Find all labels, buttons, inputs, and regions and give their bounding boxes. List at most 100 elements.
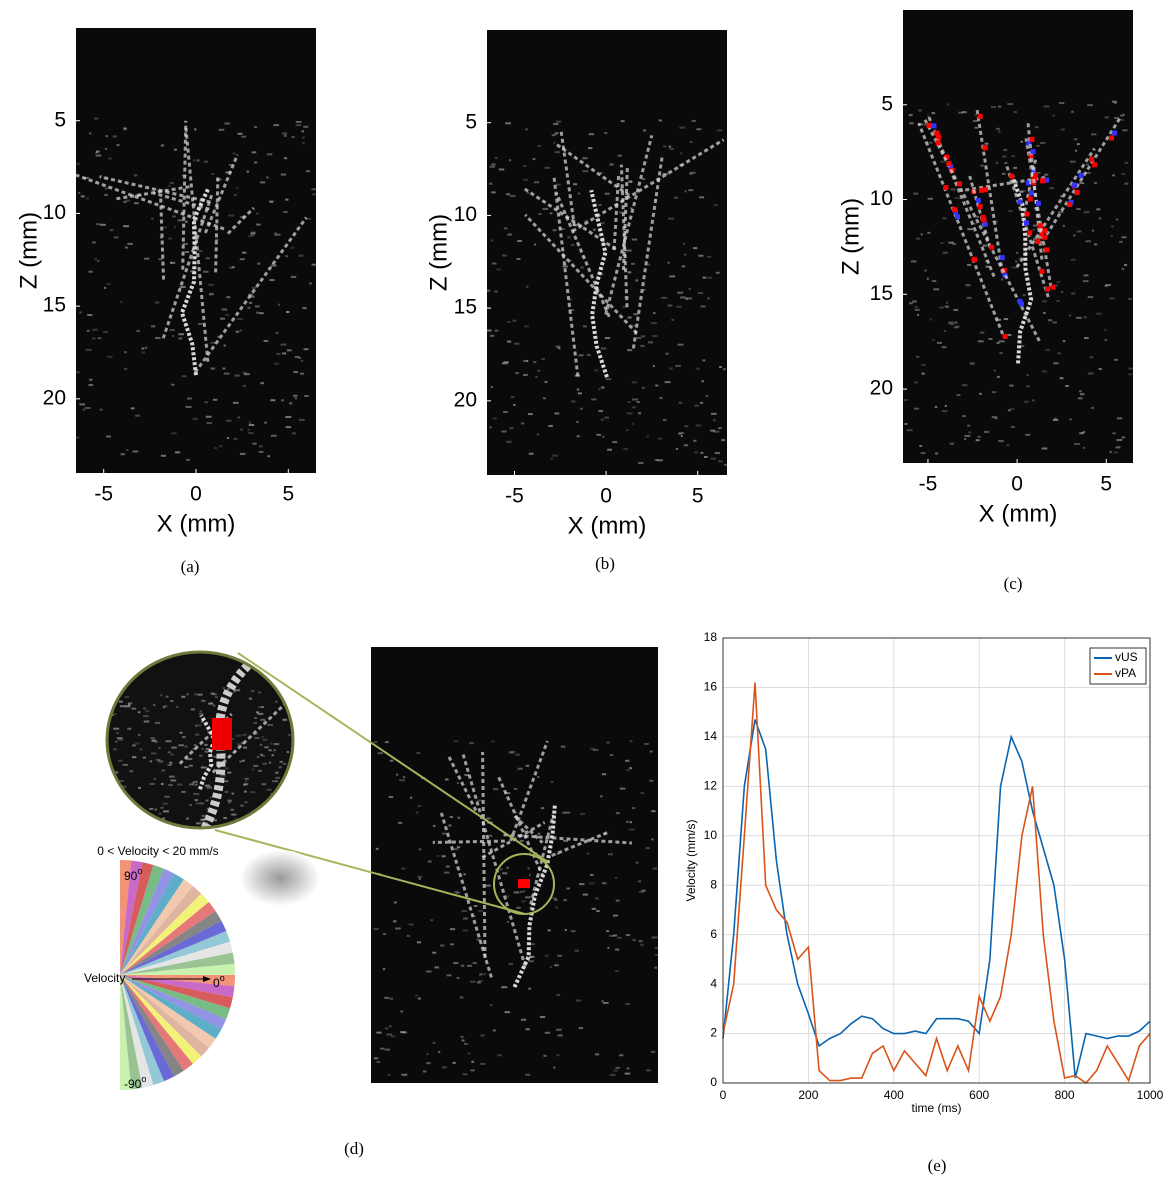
speckle — [999, 352, 1003, 355]
speckle — [258, 769, 263, 772]
zoom-border — [105, 650, 295, 830]
speckle — [598, 410, 603, 413]
speckle — [519, 839, 524, 842]
speckle — [239, 329, 243, 332]
speckle — [227, 799, 232, 802]
vessel — [113, 185, 190, 201]
wheel-wedge — [120, 975, 231, 1020]
speckle — [625, 1003, 631, 1006]
speckle — [656, 459, 663, 462]
vessel — [961, 176, 1046, 193]
speckle — [969, 362, 975, 365]
flow-dot — [1112, 130, 1118, 136]
speckle — [952, 243, 957, 246]
speckle — [226, 296, 231, 299]
flow-dot — [971, 256, 977, 262]
speckle — [478, 980, 484, 983]
speckle — [554, 151, 561, 154]
speckle — [1116, 417, 1123, 420]
speckle — [160, 454, 166, 457]
speckle — [252, 442, 257, 445]
speckle — [253, 764, 259, 767]
speckle — [234, 818, 238, 821]
speckle — [601, 386, 605, 389]
speckle — [977, 340, 984, 343]
speckle — [555, 1054, 560, 1057]
speckle — [513, 891, 520, 894]
speckle — [678, 401, 683, 404]
speckle — [248, 235, 254, 238]
speckle — [477, 981, 481, 984]
speckle — [401, 1031, 408, 1034]
speckle — [124, 705, 131, 708]
flow-dot — [999, 255, 1005, 261]
speckle — [76, 436, 80, 439]
speckle — [207, 283, 214, 286]
speckle — [553, 123, 559, 126]
speckle — [1113, 451, 1118, 454]
speckle — [689, 171, 696, 174]
speckle — [169, 775, 175, 778]
speckle — [168, 184, 171, 187]
speckle — [1080, 393, 1085, 396]
speckle — [136, 812, 140, 815]
speckle — [127, 727, 132, 730]
zoom-flow — [212, 718, 232, 750]
speckle — [155, 337, 161, 340]
speckle — [1020, 190, 1026, 193]
speckle — [927, 115, 931, 118]
speckle — [432, 1041, 436, 1044]
speckle — [600, 171, 603, 174]
speckle — [472, 962, 477, 965]
speckle — [253, 126, 258, 129]
speckle — [1058, 211, 1064, 214]
speckle — [601, 882, 607, 885]
wheel-wedge — [120, 860, 143, 975]
speckle — [181, 695, 186, 698]
speckle — [151, 739, 157, 742]
speckle — [909, 302, 913, 305]
angle-value: -90 — [124, 1077, 142, 1091]
angle-unit: o — [137, 866, 142, 876]
speckle — [540, 807, 545, 810]
speckle — [507, 920, 510, 923]
speckle — [268, 749, 272, 752]
flow-dot — [1002, 333, 1008, 339]
speckle — [1039, 240, 1044, 243]
flow-dot — [1024, 220, 1030, 226]
speckle — [88, 384, 94, 387]
speckle — [133, 811, 138, 814]
y-tick-label: 20 — [43, 386, 66, 409]
speckle — [506, 440, 512, 443]
speckle — [990, 105, 997, 108]
speckle — [702, 359, 706, 362]
speckle — [276, 352, 281, 355]
y-tick-label: 20 — [454, 388, 477, 411]
speckle — [198, 250, 203, 253]
speckle — [506, 193, 511, 196]
speckle — [418, 877, 421, 880]
speckle — [1069, 418, 1072, 421]
speckle — [153, 777, 157, 780]
speckle — [477, 799, 483, 802]
speckle — [494, 157, 498, 160]
speckle — [155, 758, 161, 761]
speckle — [302, 136, 305, 139]
speckle — [260, 382, 265, 385]
speckle — [714, 451, 721, 454]
flow-dot — [1089, 156, 1095, 162]
speckle — [513, 342, 520, 345]
vessel — [161, 194, 214, 339]
flow-dot — [1030, 149, 1036, 155]
zoom-bg — [107, 652, 293, 828]
speckle — [396, 773, 399, 776]
speckle — [145, 710, 150, 713]
speckle — [946, 103, 950, 106]
x-axis-label: X (mm) — [979, 500, 1058, 527]
speckle — [700, 305, 706, 308]
y-axis-label: Z (mm) — [15, 212, 42, 289]
speckle — [248, 432, 254, 435]
speckle — [679, 126, 686, 129]
speckle — [580, 812, 585, 815]
speckle — [277, 810, 283, 813]
